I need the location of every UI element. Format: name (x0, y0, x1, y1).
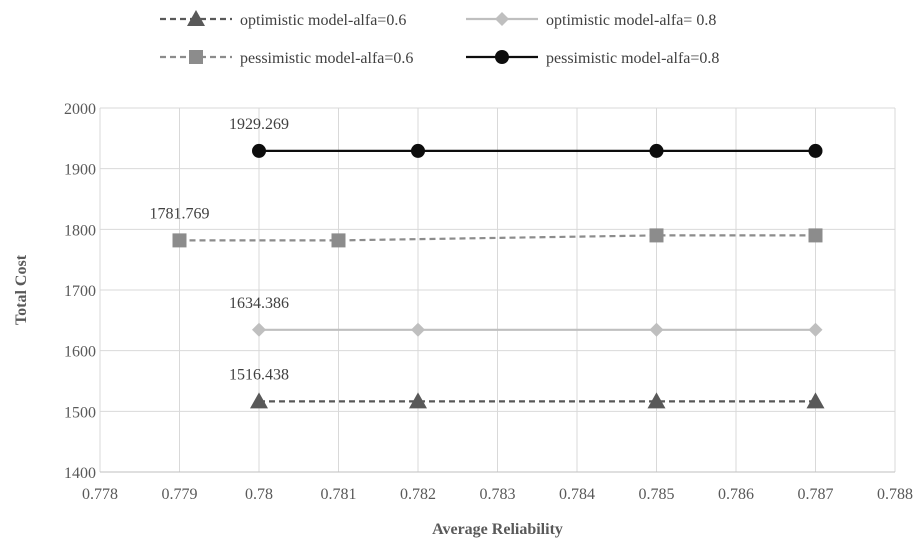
data-point-circle (808, 143, 823, 158)
legend: optimistic model-alfa=0.6 optimistic mode… (160, 10, 719, 67)
y-tick-label: 1400 (64, 465, 96, 482)
data-point-triangle (806, 392, 825, 409)
x-tick-label: 0.779 (162, 486, 198, 503)
data-point-circle (411, 143, 425, 158)
data-point-diamond (252, 322, 266, 337)
x-axis-title: Average Reliability (432, 521, 563, 538)
x-tick-label: 0.783 (480, 486, 516, 503)
x-tick-label: 0.786 (718, 486, 754, 503)
legend-marker-square (189, 50, 203, 64)
y-tick-label: 1700 (64, 283, 96, 300)
y-tick-label: 2000 (64, 101, 96, 118)
data-point-circle (252, 143, 266, 158)
x-tick-label: 0.785 (639, 486, 675, 503)
data-point-triangle (409, 392, 427, 409)
x-tick-label: 0.781 (321, 486, 357, 503)
x-tick-label: 0.784 (559, 486, 595, 503)
x-tick-label: 0.788 (877, 486, 913, 503)
data-label: 1781.769 (150, 205, 210, 222)
data-point-square (808, 228, 823, 243)
legend-marker-diamond (495, 12, 509, 26)
y-axis-title: Total Cost (13, 254, 30, 325)
legend-marker-triangle (187, 10, 205, 26)
y-tick-label: 1500 (64, 404, 96, 421)
data-point-diamond (411, 322, 425, 337)
y-tick-label: 1600 (64, 344, 96, 361)
data-point-diamond (649, 322, 664, 337)
x-tick-label: 0.787 (798, 486, 834, 503)
data-label: 1634.386 (229, 295, 289, 312)
x-tick-label: 0.778 (82, 486, 118, 503)
data-point-circle (649, 143, 664, 158)
gridlines (99, 107, 896, 473)
data-point-triangle (647, 392, 666, 409)
legend-label: pessimistic model-alfa=0.8 (546, 50, 719, 67)
data-label: 1929.269 (229, 116, 289, 133)
data-point-square (649, 228, 664, 243)
data-point-square (331, 233, 346, 248)
data-point-triangle (250, 392, 268, 409)
data-labels: 1516.438 1634.386 1781.769 1929.269 (150, 116, 290, 383)
legend-marker-circle (495, 50, 509, 64)
series-layer (172, 143, 825, 409)
legend-label: optimistic model-alfa=0.6 (240, 12, 406, 29)
data-point-square (172, 233, 187, 248)
y-tick-label: 1800 (64, 222, 96, 239)
data-point-diamond (808, 322, 823, 337)
legend-label: optimistic model-alfa= 0.8 (546, 12, 716, 29)
x-tick-label: 0.782 (400, 486, 436, 503)
legend-label: pessimistic model-alfa=0.6 (240, 50, 413, 67)
data-label: 1516.438 (229, 366, 289, 383)
y-tick-label: 1900 (64, 162, 96, 179)
axes: 0.778 0.779 0.78 0.781 0.782 0.783 0.784 0.785 0… (64, 101, 913, 503)
x-tick-label: 0.78 (245, 486, 273, 503)
